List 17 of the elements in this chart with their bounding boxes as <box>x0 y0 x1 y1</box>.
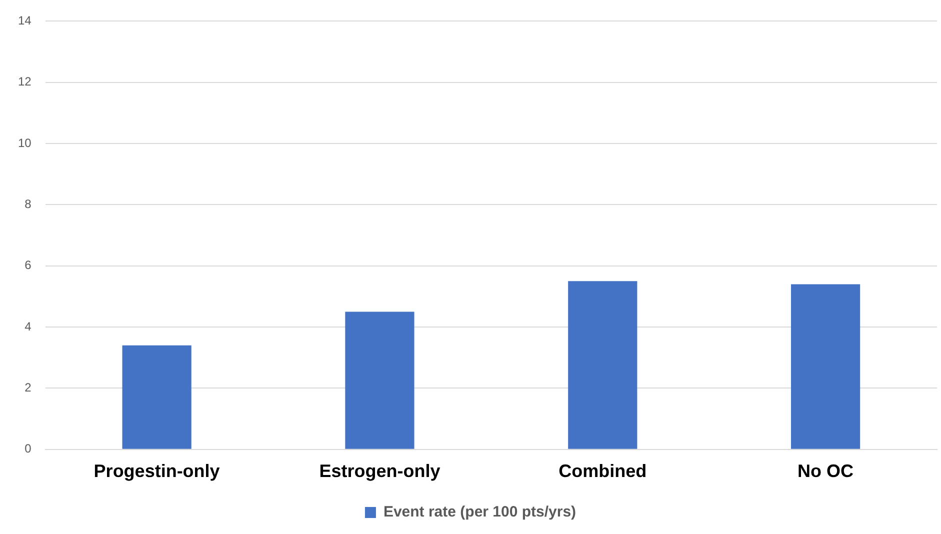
x-tick-label: Progestin-only <box>94 461 220 482</box>
x-tick-label: No OC <box>798 461 854 482</box>
bar <box>568 281 638 449</box>
y-tick-label: 10 <box>18 136 32 150</box>
y-tick-label: 8 <box>24 197 32 212</box>
y-tick-label: 6 <box>24 258 32 272</box>
x-tick-label: Estrogen-only <box>319 461 440 482</box>
y-tick-label: 0 <box>24 442 32 456</box>
bar <box>122 345 192 449</box>
y-tick-label: 2 <box>24 380 32 395</box>
y-tick-label: 14 <box>18 14 32 28</box>
bar <box>345 312 414 449</box>
y-tick-label: 4 <box>24 319 32 334</box>
bar <box>790 284 860 449</box>
x-tick-label: Combined <box>558 461 647 482</box>
y-tick-label: 12 <box>18 74 32 89</box>
legend-label: Event rate (per 100 pts/yrs) <box>383 504 576 521</box>
